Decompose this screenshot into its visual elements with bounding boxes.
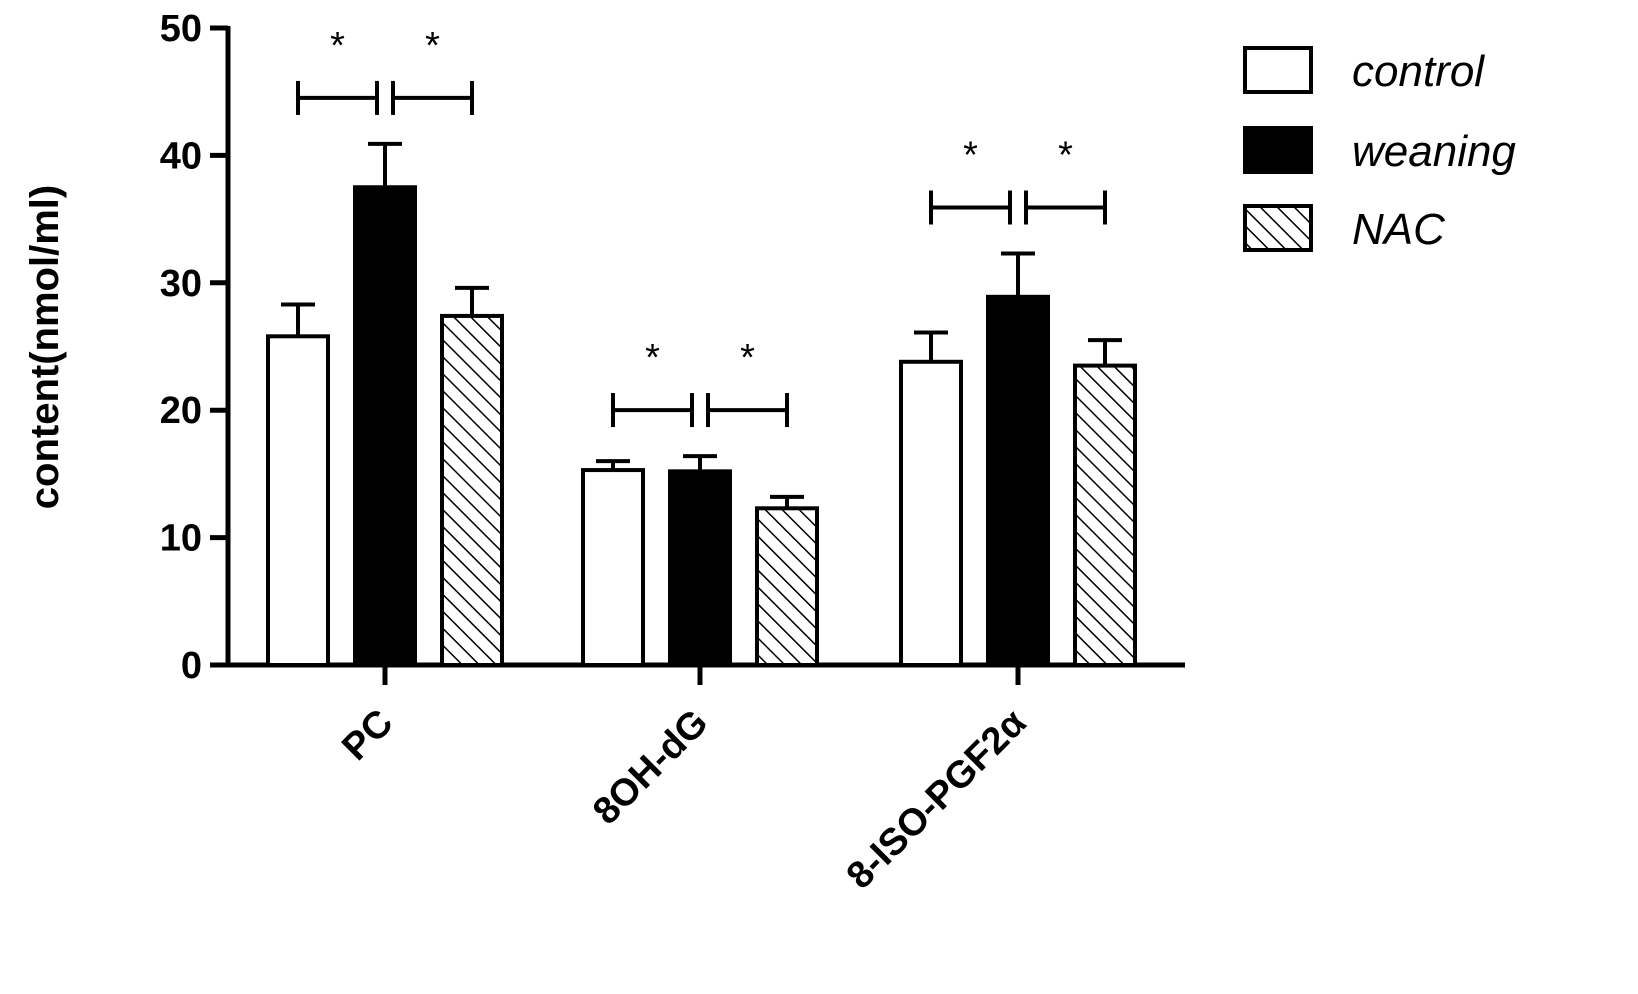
- significance-star: *: [1058, 134, 1073, 176]
- significance-star: *: [963, 134, 978, 176]
- legend-swatch-NAC: [1243, 204, 1313, 252]
- x-tick-label: 8-ISO-PGF2α: [839, 702, 1035, 898]
- significance-annotations: * * * * * *: [296, 25, 1107, 428]
- bar-control: [581, 468, 645, 667]
- legend-label-control: control: [1352, 47, 1485, 96]
- legend-swatch-control: [1243, 46, 1313, 94]
- y-tick-label: 20: [160, 390, 202, 432]
- bar-weaning: [986, 294, 1050, 667]
- y-tick-label: 10: [160, 518, 202, 560]
- legend-label-NAC: NAC: [1352, 205, 1446, 254]
- bar-NAC: [440, 313, 504, 667]
- legend-label-weaning: weaning: [1352, 127, 1516, 176]
- bar-weaning: [353, 185, 417, 667]
- x-tick-label: 8OH-dG: [585, 702, 716, 833]
- legend-swatch-weaning: [1243, 126, 1313, 174]
- y-tick-label: 40: [160, 135, 202, 177]
- bar-NAC: [1073, 363, 1137, 667]
- y-tick-label: 50: [160, 8, 202, 50]
- x-tick-label: PC: [334, 702, 401, 769]
- significance-star: *: [425, 25, 440, 67]
- bar-NAC: [755, 506, 819, 667]
- bars: [266, 141, 1137, 667]
- bar-weaning: [668, 469, 732, 667]
- legend: control weaning NAC: [1243, 46, 1516, 254]
- significance-star: *: [740, 337, 755, 379]
- bar-control: [266, 334, 330, 667]
- y-axis-label: content(nmol/ml): [23, 185, 67, 509]
- significance-star: *: [330, 25, 345, 67]
- significance-star: *: [645, 337, 660, 379]
- y-tick-label: 30: [160, 263, 202, 305]
- y-tick-label: 0: [181, 645, 202, 687]
- bar-control: [899, 359, 963, 667]
